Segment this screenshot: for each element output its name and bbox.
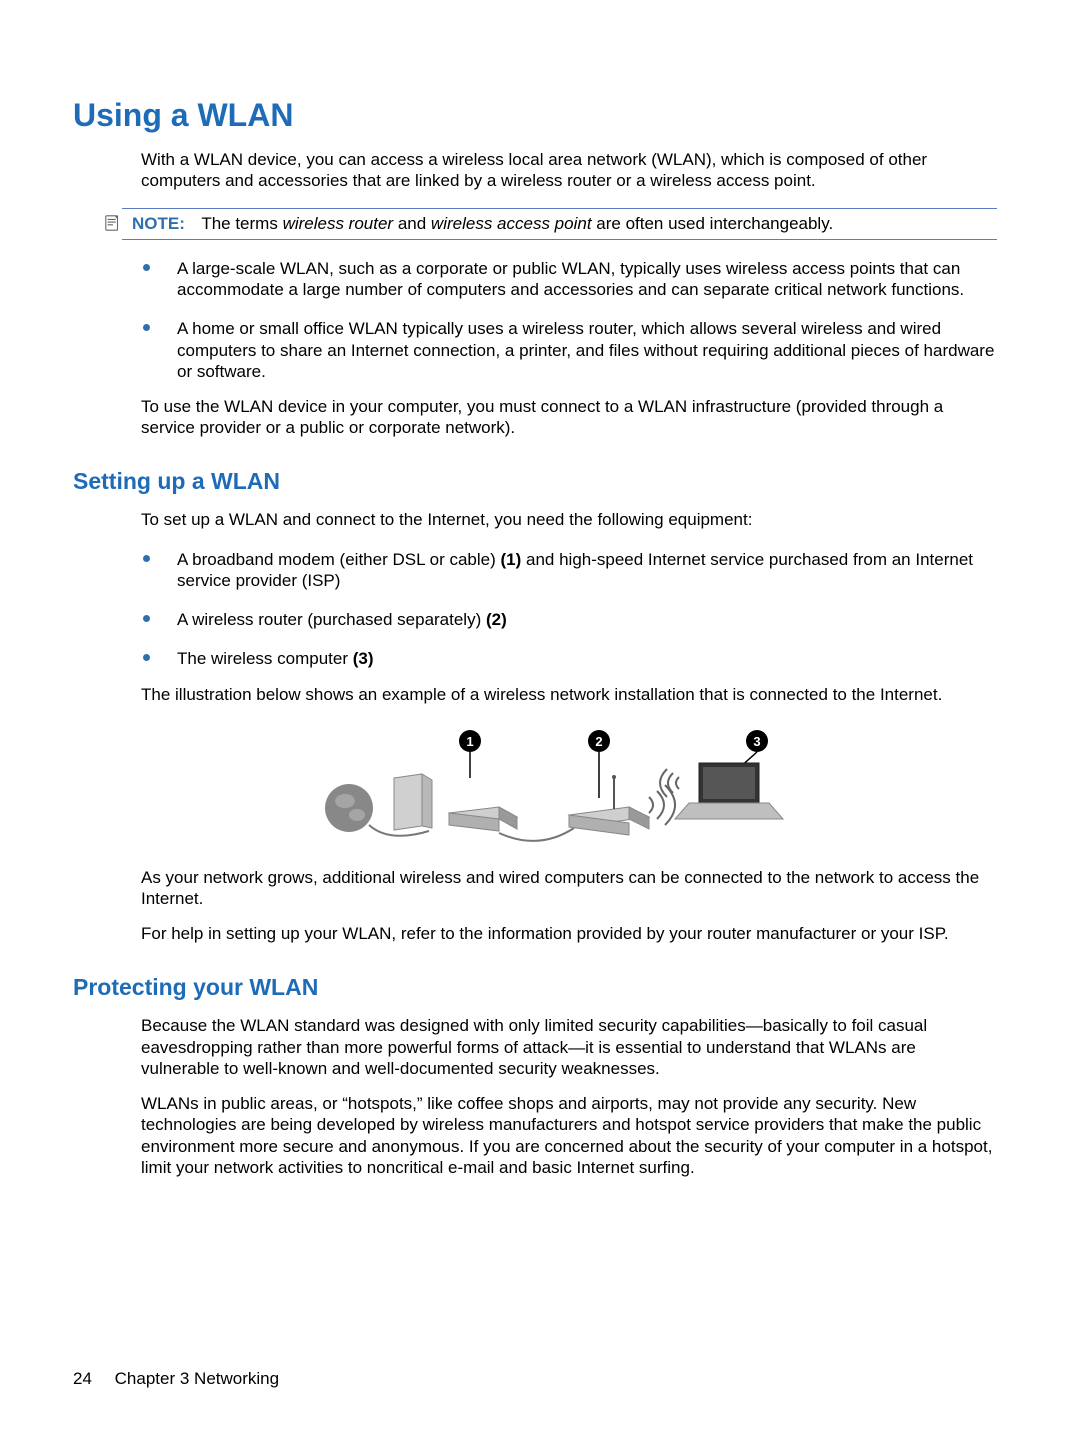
note-text-pre: The terms [201, 214, 282, 233]
paragraph: As your network grows, additional wirele… [141, 867, 997, 910]
note-term2: wireless access point [431, 214, 592, 233]
list-item: The wireless computer (3) [141, 648, 997, 669]
callout-number: (1) [501, 550, 522, 569]
callout-number: (2) [486, 610, 507, 629]
intro-paragraph: With a WLAN device, you can access a wir… [141, 149, 997, 192]
bullet-list-2: A broadband modem (either DSL or cable) … [141, 549, 997, 670]
callout-3: 3 [753, 734, 760, 749]
note-term1: wireless router [283, 214, 394, 233]
page-footer: 24 Chapter 3 Networking [73, 1368, 279, 1389]
text: A wireless router (purchased separately) [177, 610, 486, 629]
paragraph: For help in setting up your WLAN, refer … [141, 923, 997, 944]
text: A broadband modem (either DSL or cable) [177, 550, 501, 569]
bullet-list-1: A large-scale WLAN, such as a corporate … [141, 258, 997, 382]
callout-1: 1 [466, 734, 473, 749]
paragraph: To use the WLAN device in your computer,… [141, 396, 997, 439]
heading-2-protecting: Protecting your WLAN [73, 973, 1007, 1002]
list-item: A wireless router (purchased separately)… [141, 609, 997, 630]
note-box: NOTE: The terms wireless router and wire… [122, 208, 997, 240]
page-number: 24 [73, 1369, 92, 1388]
note-text-mid: and [393, 214, 431, 233]
heading-1: Using a WLAN [73, 95, 1007, 135]
chapter-label: Chapter 3 Networking [115, 1369, 279, 1388]
note-text-post: are often used interchangeably. [592, 214, 834, 233]
paragraph: Because the WLAN standard was designed w… [141, 1015, 997, 1079]
text: The wireless computer [177, 649, 353, 668]
setup-intro: To set up a WLAN and connect to the Inte… [141, 509, 997, 530]
network-illustration: 1 2 3 [319, 723, 819, 853]
note-icon [104, 214, 122, 232]
callout-number: (3) [353, 649, 374, 668]
paragraph: WLANs in public areas, or “hotspots,” li… [141, 1093, 997, 1178]
illustration-intro: The illustration below shows an example … [141, 684, 997, 705]
callout-2: 2 [595, 734, 602, 749]
note-label: NOTE: [132, 214, 185, 233]
list-item: A home or small office WLAN typically us… [141, 318, 997, 382]
list-item: A broadband modem (either DSL or cable) … [141, 549, 997, 592]
heading-2-setup: Setting up a WLAN [73, 467, 1007, 496]
list-item: A large-scale WLAN, such as a corporate … [141, 258, 997, 301]
note-content: NOTE: The terms wireless router and wire… [132, 213, 833, 234]
